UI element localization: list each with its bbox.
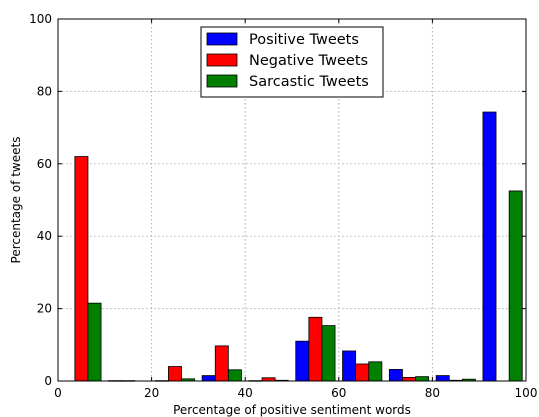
y-axis-label: Percentage of tweets (9, 137, 23, 264)
x-tick-label: 20 (144, 386, 159, 400)
x-tick-label: 100 (515, 386, 538, 400)
plot-frame (57, 18, 527, 382)
legend-swatch (206, 32, 238, 46)
bar (74, 156, 89, 382)
bar (214, 345, 229, 382)
x-tick-label: 40 (238, 386, 253, 400)
bar (368, 361, 383, 382)
legend-label: Negative Tweets (249, 53, 368, 69)
x-tick-label: 0 (54, 386, 62, 400)
bar (201, 375, 216, 382)
bar (87, 302, 102, 382)
bar (415, 376, 430, 382)
bars (74, 111, 523, 382)
y-tick-label: 20 (37, 302, 52, 316)
bar (342, 350, 357, 382)
bar (482, 111, 497, 382)
bar (308, 316, 323, 382)
bar (168, 366, 182, 382)
legend-swatch (206, 74, 238, 88)
y-tick-label: 60 (37, 157, 52, 171)
legend-label: Sarcastic Tweets (249, 74, 369, 90)
x-tick-label: 60 (331, 386, 346, 400)
y-tick-label: 40 (37, 229, 52, 243)
x-tick-label: 80 (425, 386, 440, 400)
bar (227, 369, 242, 382)
bar (295, 340, 310, 382)
bar (355, 363, 370, 382)
bar (435, 375, 450, 382)
y-tick-label: 100 (29, 12, 52, 26)
bar (321, 325, 336, 382)
legend-items: Positive Tweets Negative Tweets Sarcastic … (206, 32, 369, 90)
axis-ticks: 0 20 40 60 80 100 0 20 40 60 80 100 (29, 12, 537, 400)
legend-label: Positive Tweets (249, 32, 359, 48)
bar (508, 190, 523, 382)
bar (388, 369, 403, 382)
bar (402, 376, 416, 382)
y-tick-label: 80 (37, 84, 52, 98)
legend-swatch (206, 53, 238, 67)
x-axis-label: Percentage of positive sentiment words (173, 403, 411, 417)
legend: Positive Tweets Negative Tweets Sarcastic … (200, 26, 384, 98)
y-tick-label: 0 (44, 374, 52, 388)
